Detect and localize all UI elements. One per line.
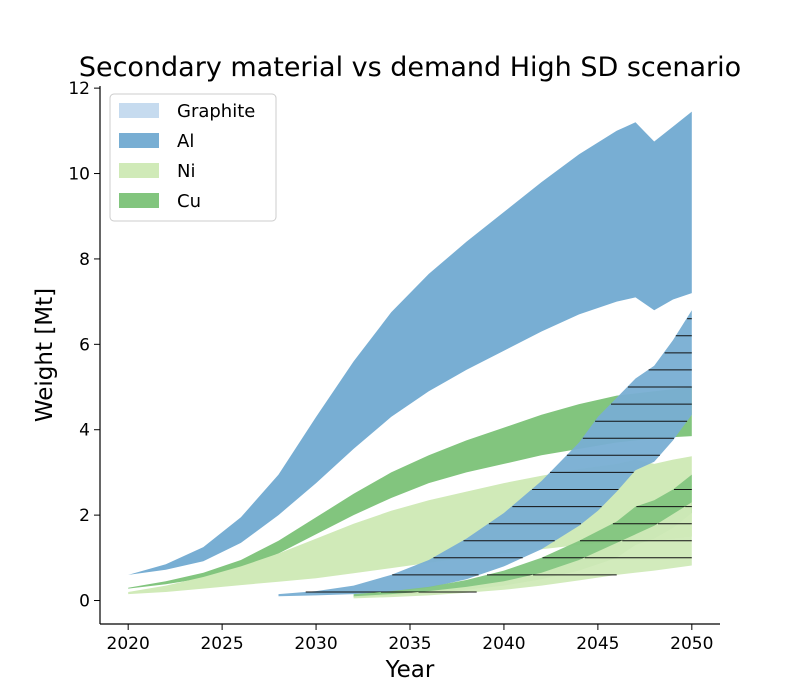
x-axis-label: Year <box>385 657 435 683</box>
legend-label-graphite: Graphite <box>177 101 255 122</box>
legend-label-cu: Cu <box>177 191 201 212</box>
legend-label-ni: Ni <box>177 161 195 182</box>
hatch-al <box>305 318 692 593</box>
band-al-demand <box>128 111 692 575</box>
plot-area <box>128 111 692 599</box>
legend-swatch-cu <box>119 193 159 208</box>
hatch-ni <box>418 506 692 593</box>
band-cu-demand <box>128 387 692 589</box>
x-tick-label: 2030 <box>294 634 337 654</box>
band-cu-secondary <box>353 474 692 598</box>
band-ni-secondary <box>353 502 692 599</box>
y-tick-label: 12 <box>68 79 90 99</box>
x-tick-label: 2045 <box>576 634 619 654</box>
y-ticks: 0 2 4 6 8 10 12 <box>68 79 100 612</box>
x-tick-label: 2050 <box>670 634 713 654</box>
x-tick-label: 2025 <box>200 634 243 654</box>
y-tick-label: 8 <box>79 250 90 270</box>
x-tick-label: 2035 <box>388 634 431 654</box>
legend-swatch-ni <box>119 163 159 178</box>
legend-swatch-graphite <box>119 103 159 118</box>
legend: Graphite Al Ni Cu <box>109 93 277 222</box>
legend-swatch-al <box>119 133 159 148</box>
chart-title: Secondary material vs demand High SD sce… <box>79 52 741 83</box>
secondary-layer <box>278 310 692 599</box>
y-tick-label: 4 <box>79 421 90 441</box>
y-axis-label: Weight [Mt] <box>32 288 58 422</box>
band-al-secondary <box>278 310 692 597</box>
legend-label-al: Al <box>177 131 194 152</box>
x-tick-label: 2020 <box>107 634 150 654</box>
x-ticks: 2020 2025 2030 2035 2040 2045 2050 <box>107 624 713 654</box>
legend-frame <box>109 93 277 222</box>
y-tick-label: 2 <box>79 506 90 526</box>
x-tick-label: 2040 <box>482 634 525 654</box>
y-tick-label: 6 <box>79 335 90 355</box>
y-tick-label: 0 <box>79 592 90 612</box>
y-tick-label: 10 <box>68 165 90 185</box>
